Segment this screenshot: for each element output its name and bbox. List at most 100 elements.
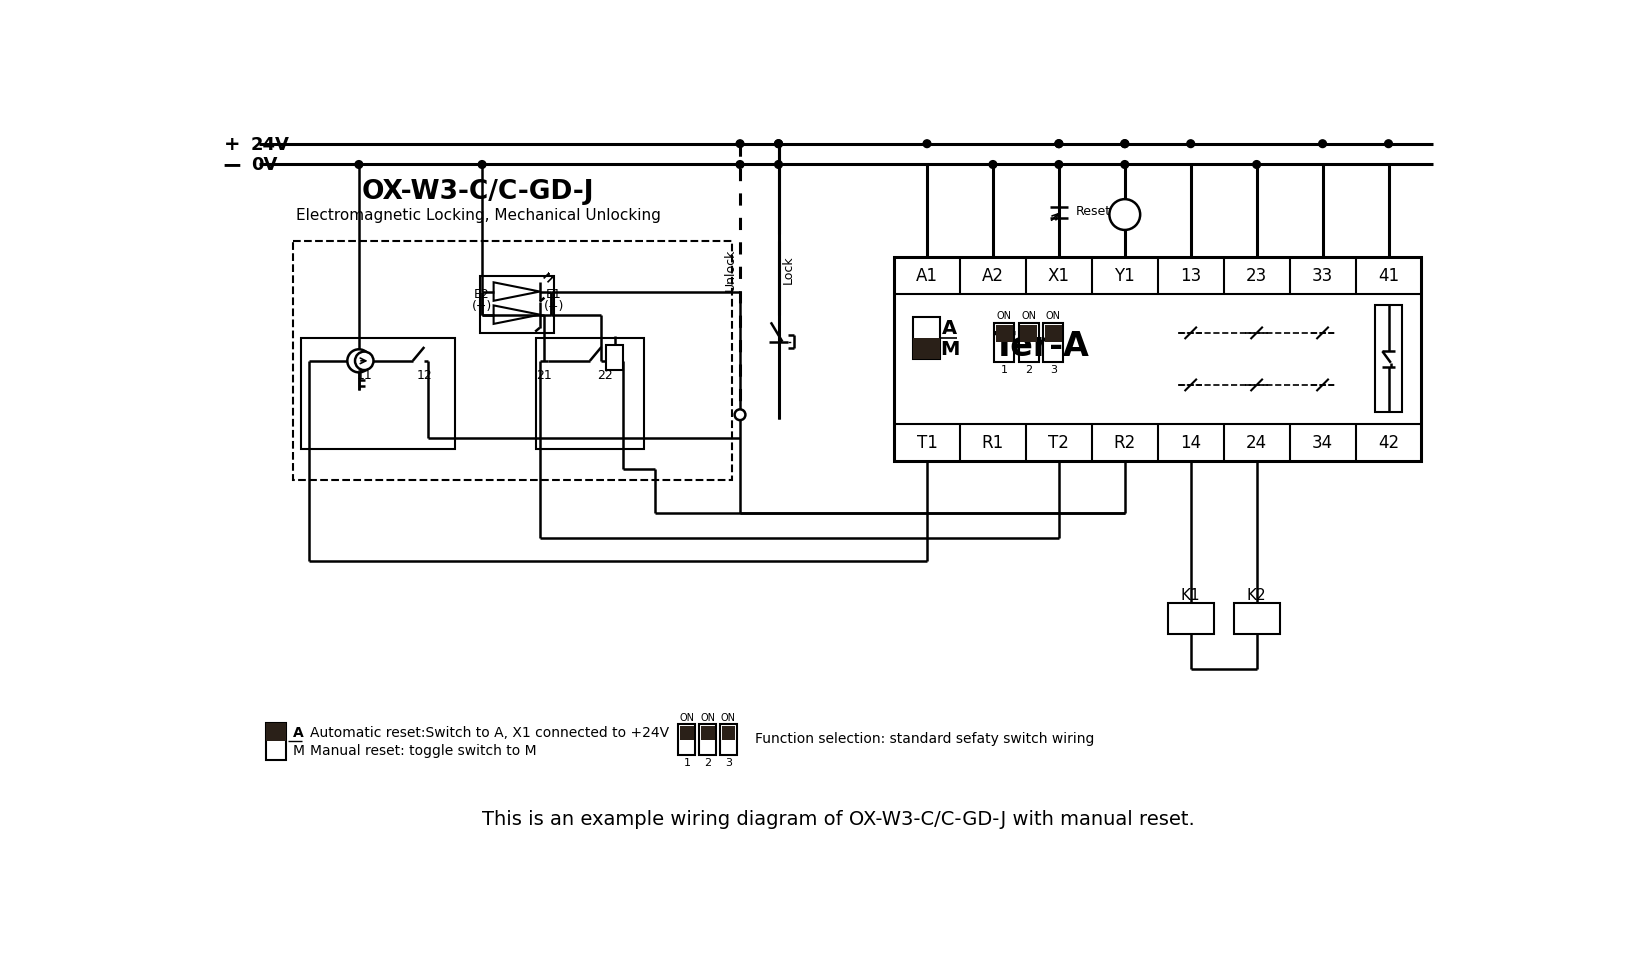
Text: Unlock: Unlock (724, 248, 737, 290)
Circle shape (1121, 140, 1128, 148)
Bar (480, 277, 553, 333)
Text: Y1: Y1 (1115, 267, 1134, 285)
Bar (995, 326, 1013, 343)
Text: 24: 24 (1246, 434, 1267, 452)
Text: 41: 41 (1378, 267, 1400, 285)
Circle shape (774, 140, 782, 148)
Bar (1044, 326, 1062, 343)
Text: M: M (940, 340, 959, 358)
Text: A1: A1 (917, 267, 938, 285)
Bar (267, 723, 286, 760)
Bar (1375, 307, 1403, 413)
Bar (267, 723, 286, 742)
Circle shape (989, 161, 997, 169)
Text: K2: K2 (1247, 587, 1267, 602)
Text: 34: 34 (1311, 434, 1333, 452)
Text: Electromagnetic Locking, Mechanical Unlocking: Electromagnetic Locking, Mechanical Unlo… (296, 208, 661, 223)
Bar (1043, 324, 1064, 362)
Circle shape (1054, 140, 1062, 148)
Circle shape (355, 161, 363, 169)
Bar (678, 725, 696, 755)
Text: R2: R2 (1113, 434, 1136, 452)
Circle shape (737, 161, 743, 169)
Text: 0V: 0V (250, 157, 277, 174)
Circle shape (737, 140, 743, 148)
Circle shape (774, 140, 782, 148)
Text: E1: E1 (545, 287, 561, 300)
Bar (699, 725, 715, 755)
Text: −: − (221, 154, 242, 178)
Bar (301, 338, 455, 450)
Text: 22: 22 (598, 369, 614, 382)
Text: A2: A2 (982, 267, 1003, 285)
Text: Reset: Reset (1076, 205, 1112, 218)
Circle shape (355, 353, 373, 371)
Text: 3: 3 (1049, 365, 1058, 375)
Circle shape (1319, 140, 1326, 148)
Text: M: M (293, 744, 304, 757)
Circle shape (478, 161, 486, 169)
Text: R1: R1 (982, 434, 1003, 452)
Text: +: + (224, 136, 241, 154)
Bar (1018, 324, 1039, 362)
Bar (293, 242, 732, 480)
Text: ON: ON (679, 713, 694, 723)
Text: Automatic reset:Switch to A, X1 connected to +24V: Automatic reset:Switch to A, X1 connecte… (309, 726, 668, 739)
Text: (−): (−) (471, 300, 493, 312)
Text: 33: 33 (1311, 267, 1333, 285)
Bar (722, 727, 735, 740)
Bar (913, 338, 940, 360)
Text: 2: 2 (1025, 365, 1033, 375)
Bar (606, 346, 624, 371)
Bar (913, 318, 940, 360)
Text: 23: 23 (1246, 267, 1267, 285)
Circle shape (1121, 140, 1128, 148)
Text: K1: K1 (1180, 587, 1200, 602)
Text: 2: 2 (704, 757, 710, 767)
Bar (1020, 326, 1038, 343)
Text: (+): (+) (543, 300, 563, 312)
Bar (720, 725, 737, 755)
Text: ON: ON (1046, 311, 1061, 321)
Bar (535, 338, 643, 450)
Circle shape (735, 410, 745, 421)
Text: 1: 1 (683, 757, 691, 767)
Text: A: A (941, 319, 958, 337)
Text: Ter-A: Ter-A (994, 330, 1090, 362)
Text: 1: 1 (1000, 365, 1008, 375)
Text: 3: 3 (725, 757, 732, 767)
Text: 11: 11 (357, 369, 372, 382)
Bar (894, 258, 1421, 461)
Text: A: A (293, 726, 303, 739)
Text: 13: 13 (1180, 267, 1202, 285)
Circle shape (347, 350, 370, 373)
Bar (679, 727, 694, 740)
Text: X1: X1 (1048, 267, 1071, 285)
Circle shape (1385, 140, 1393, 148)
Text: OX-W3-C/C-GD-J: OX-W3-C/C-GD-J (362, 180, 594, 206)
Circle shape (774, 161, 782, 169)
Text: T2: T2 (1048, 434, 1069, 452)
Text: This is an example wiring diagram of OX-W3-C/C-GD-J with manual reset.: This is an example wiring diagram of OX-… (483, 810, 1195, 828)
Bar (1167, 604, 1213, 634)
Circle shape (1054, 161, 1062, 169)
Text: ON: ON (1021, 311, 1036, 321)
Circle shape (1187, 140, 1195, 148)
Text: 14: 14 (1180, 434, 1202, 452)
Text: 21: 21 (535, 369, 552, 382)
Bar (1234, 604, 1280, 634)
Text: Function selection: standard sefaty switch wiring: Function selection: standard sefaty swit… (755, 731, 1094, 746)
Bar (994, 324, 1015, 362)
Circle shape (1054, 140, 1062, 148)
Text: T1: T1 (917, 434, 938, 452)
Text: ON: ON (720, 713, 737, 723)
Text: Lock: Lock (781, 255, 794, 283)
Text: ON: ON (701, 713, 715, 723)
Text: 24V: 24V (250, 136, 290, 154)
Circle shape (1252, 161, 1260, 169)
Circle shape (1110, 200, 1141, 231)
Text: E2: E2 (475, 287, 489, 300)
Bar (701, 727, 715, 740)
Circle shape (923, 140, 931, 148)
Text: ON: ON (997, 311, 1012, 321)
